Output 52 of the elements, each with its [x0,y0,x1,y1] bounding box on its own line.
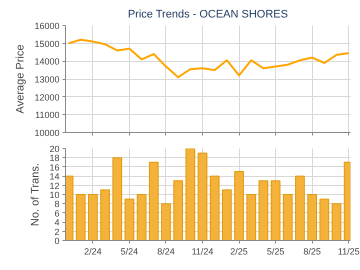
y-tick-label: 2 [54,226,60,237]
bar [185,148,196,240]
x-tick-label: 5/25 [266,246,284,256]
x-tick-label: 8/24 [157,246,175,256]
x-tick-label: 5/24 [120,246,138,256]
y-tick-label: 10000 [34,128,60,138]
bar [198,152,208,240]
bar [210,176,220,240]
y-tick-label: 12 [49,180,60,191]
bar [112,157,122,240]
bar [319,198,330,240]
line-series [68,38,350,78]
y-axis-title: No. of Trans. [29,163,42,226]
chart-title: Price Trends - OCEAN SHORES [128,8,288,20]
y-tick-label: 14 [49,172,60,182]
bar [270,180,280,240]
bar [88,194,98,240]
x-tick-label: 11/25 [338,246,360,256]
y-axis-title: Average Price [14,44,26,114]
bar [148,162,159,240]
bar [307,194,318,240]
x-tick-label: 2/24 [84,246,102,256]
bar [136,194,147,240]
y-tick-label: 11000 [35,110,60,120]
y-tick-label: 13000 [34,74,60,84]
bar [222,189,232,240]
y-tick-label: 10 [49,190,60,200]
bar [282,194,293,240]
y-tick-label: 16 [49,162,60,172]
x-tick-label: 2/25 [230,246,248,256]
y-tick-label: 8 [54,199,60,210]
y-tick-label: 14000 [34,56,60,67]
bar [161,203,171,240]
y-tick-label: 6 [54,208,60,218]
y-tick-label: 0 [54,236,60,246]
bar [258,180,268,240]
bar [246,194,256,240]
y-tick-label: 18 [49,153,60,164]
y-tick-label: 16000 [34,21,60,31]
x-tick-label: 8/25 [303,246,321,256]
bar [332,203,342,240]
y-tick-label: 15000 [34,38,60,49]
bar [234,171,244,240]
bar [173,180,184,240]
x-tick-label: 11/24 [192,246,214,256]
y-tick-label: 4 [54,218,60,228]
bar [100,189,110,240]
bar [76,194,86,240]
bar [295,176,305,240]
y-tick-label: 12000 [34,92,60,102]
bar [124,198,134,240]
y-tick-label: 20 [49,144,60,154]
